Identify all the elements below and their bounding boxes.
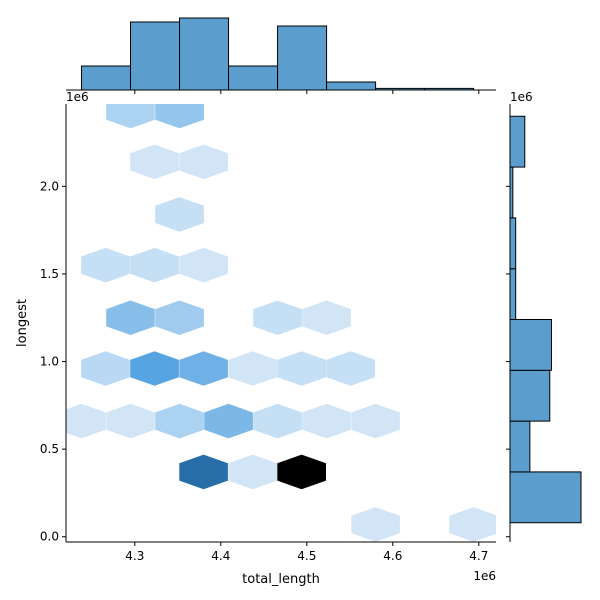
- hexbin-cell: [66, 403, 106, 439]
- hexbin-cell: [351, 507, 400, 542]
- hexbin-cell: [351, 403, 400, 439]
- hexbin-cell: [302, 300, 351, 335]
- hexbin-cell: [106, 300, 155, 335]
- y-marginal-bar: [509, 115, 526, 168]
- x-tick-label: 4.3: [125, 549, 144, 563]
- hexbin-cell: [130, 144, 179, 180]
- y-marginal-bar: [509, 268, 517, 320]
- hexbin-cell: [277, 351, 326, 386]
- x-tick-label: 4.7: [469, 549, 488, 563]
- hexbin-cell: [81, 351, 130, 386]
- hexbin-cell: [302, 403, 351, 439]
- x-marginal-bar: [326, 81, 377, 91]
- x-marginal-bar: [130, 21, 181, 91]
- y-axis-ticks: 0.0 0.5 1.0 1.5 2.0: [40, 179, 66, 544]
- hexbin-cell: [130, 351, 179, 386]
- x-marginal-bar: [277, 25, 328, 91]
- y-tick-label: 1.0: [40, 355, 59, 369]
- x-marginal-ticks: [134, 90, 480, 94]
- y-marginal-bar: [509, 217, 517, 270]
- hexbin-cell: [106, 403, 155, 439]
- hexbin-cell: [179, 247, 228, 283]
- x-marginal-histogram: [66, 17, 496, 94]
- hexbin-cell: [155, 104, 204, 129]
- hexbin-cell: [130, 247, 179, 283]
- y-axis-label: longest: [15, 299, 30, 347]
- y-tick-label: 0.0: [40, 530, 59, 544]
- hexbin-cell: [253, 300, 302, 335]
- y-marginal-bar: [509, 318, 552, 371]
- hexbin-cell: [106, 104, 155, 129]
- x-tick-label: 4.4: [211, 549, 230, 563]
- hexbin-cell: [204, 403, 253, 439]
- hexbin-cell: [155, 403, 204, 439]
- y-marginal-bar: [509, 471, 582, 524]
- x-tick-label: 4.6: [383, 549, 402, 563]
- x-marginal-bar: [228, 65, 279, 91]
- y-marginal-histogram: 1e6: [506, 90, 582, 542]
- y-offset-label: 1e6: [66, 90, 89, 104]
- hexbin-cell: [179, 144, 228, 180]
- hexbin-cell: [228, 351, 277, 386]
- hexbin-cell: [179, 351, 228, 386]
- y-marginal-offset-label: 1e6: [510, 90, 533, 104]
- hexbin-cell: [179, 454, 228, 490]
- hexbin-cell: [326, 351, 375, 386]
- y-marginal-bar: [509, 369, 551, 422]
- hexbin-layer: [66, 104, 496, 542]
- y-marginal-bars: [509, 115, 582, 524]
- x-tick-label: 4.5: [297, 549, 316, 563]
- hexbin-cell: [155, 300, 204, 335]
- y-marginal-bar: [509, 420, 531, 473]
- y-tick-label: 1.5: [40, 267, 59, 281]
- hexbin-cell: [81, 247, 130, 283]
- x-axis-ticks: 4.3 4.4 4.5 4.6 4.7: [125, 542, 488, 563]
- y-tick-label: 0.5: [40, 442, 59, 456]
- hexbin-cell: [277, 454, 326, 490]
- hexbin-cell: [449, 507, 496, 542]
- x-marginal-bar: [80, 65, 132, 91]
- x-axis-label: total_length: [242, 572, 320, 587]
- hexbin-cell: [228, 454, 277, 490]
- x-offset-label: 1e6: [473, 569, 496, 583]
- y-tick-label: 2.0: [40, 179, 59, 193]
- hexbin-plot: 4.3 4.4 4.5 4.6 4.7 0.0 0.5 1.0 1.5 2.0 total_le…: [15, 90, 496, 587]
- hexbin-cell: [155, 197, 204, 232]
- hexbin-cell: [253, 403, 302, 439]
- x-marginal-bar: [179, 17, 230, 91]
- y-marginal-ticks: [506, 185, 510, 538]
- x-marginal-bars: [80, 17, 475, 91]
